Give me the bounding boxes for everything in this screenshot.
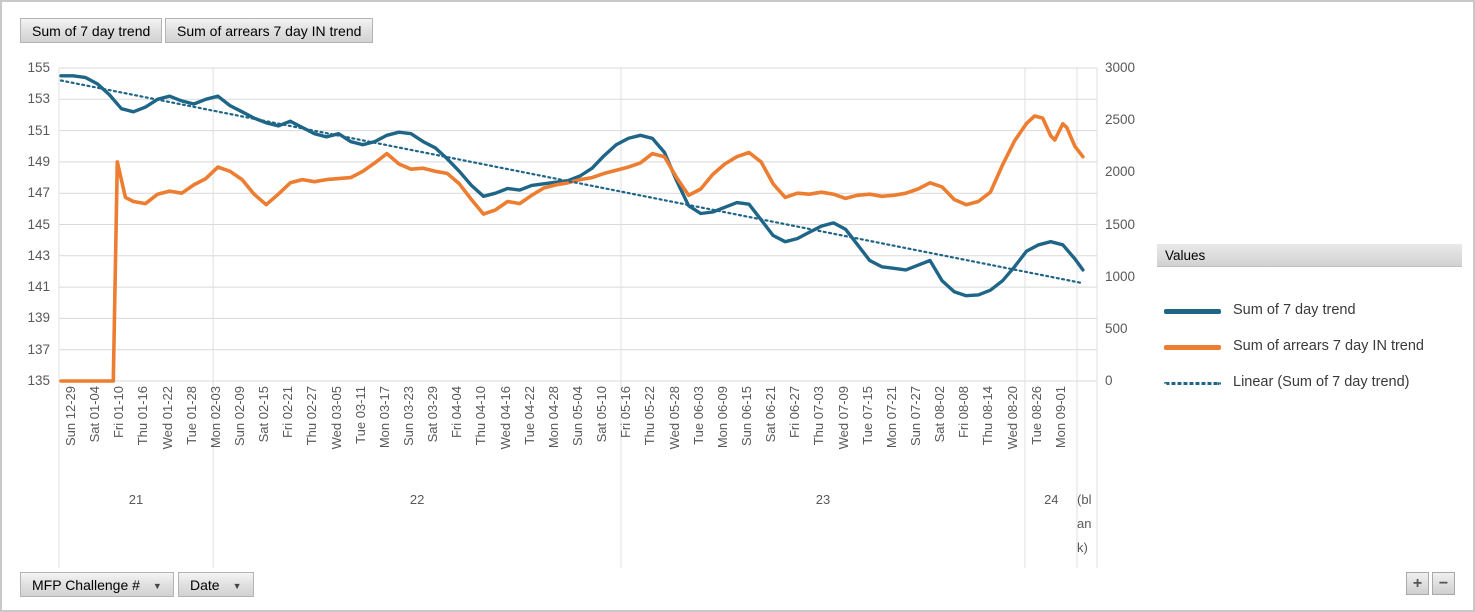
x-axis-date-label: Tue 04-22 (521, 386, 537, 445)
x-axis-date-label: Sun 03-23 (401, 386, 417, 446)
x-axis-date-label: Fri 06-27 (787, 386, 803, 439)
x-axis-group-label: 23 (815, 492, 831, 507)
field-dropdown-icon[interactable]: ▼ (152, 581, 162, 591)
x-axis-date-label: Mon 04-28 (545, 386, 561, 449)
value-field-button[interactable]: Sum of 7 day trend (20, 18, 163, 43)
x-axis-date-label: Fri 04-04 (449, 386, 465, 439)
x-axis-date-label: Thu 07-03 (811, 386, 827, 446)
legend-entry-label: Linear (Sum of 7 day trend) (1233, 374, 1410, 390)
right-axis-tick-label: 1500 (1105, 216, 1136, 232)
legend: Values Sum of 7 day trend Sum of arrears … (1157, 244, 1462, 390)
x-axis-date-label: Sat 08-02 (932, 386, 948, 443)
x-axis-date-label: Mon 02-03 (207, 386, 223, 449)
collapse-field-button[interactable]: − (1432, 572, 1455, 595)
x-axis-date-label: Sun 07-27 (907, 386, 923, 446)
series-trendline (59, 79, 1085, 285)
x-axis-date-label: Sat 01-04 (87, 386, 103, 443)
x-axis-date-label: Thu 01-16 (135, 386, 151, 446)
left-axis-tick-label: 143 (27, 247, 50, 263)
x-axis-group-label: 22 (409, 492, 425, 507)
left-axis-tick-label: 155 (27, 60, 50, 75)
x-axis-date-label: Mon 06-09 (714, 386, 730, 449)
field-dropdown-icon[interactable]: ▼ (232, 581, 242, 591)
left-axis-tick-label: 137 (27, 341, 50, 357)
series-blue-line (59, 74, 1085, 298)
left-axis-tick-label: 153 (27, 91, 50, 107)
left-axis-tick-label: 145 (27, 216, 50, 232)
x-axis-date-label: Thu 04-10 (473, 386, 489, 446)
x-axis-date-label: Sat 02-15 (256, 386, 272, 443)
value-field-button[interactable]: Sum of arrears 7 day IN trend (165, 18, 374, 43)
axis-field-button[interactable]: MFP Challenge # ▼ (20, 572, 174, 597)
x-axis-date-label: Mon 09-01 (1052, 386, 1068, 449)
legend-dotted-line-swatch (1164, 382, 1221, 385)
legend-line-swatch (1164, 345, 1221, 350)
right-axis-tick-label: 0 (1105, 373, 1113, 388)
x-axis-date-label: Tue 08-26 (1028, 386, 1044, 445)
x-axis-date-label: Thu 02-27 (304, 386, 320, 446)
right-axis-tick-label: 2000 (1105, 164, 1136, 180)
x-axis-date-label: Wed 01-22 (159, 386, 175, 450)
x-axis-group-label: 24 (1044, 492, 1059, 507)
x-axis-date-label: Fri 05-16 (618, 386, 634, 439)
legend-line-swatch (1164, 309, 1221, 314)
x-axis-date-label: Sun 12-29 (63, 386, 79, 446)
x-axis-date-label: Tue 07-15 (859, 386, 875, 445)
x-axis-date-label: Sat 05-10 (594, 386, 610, 443)
x-axis-date-label: Sat 03-29 (425, 386, 441, 443)
x-axis-date-label: Fri 08-08 (956, 386, 972, 439)
x-axis-date-label: Sun 05-04 (570, 386, 585, 446)
x-axis-date-label: Tue 01-28 (183, 386, 199, 445)
x-axis-date-label: Mon 03-17 (376, 386, 392, 449)
x-axis-date-label: Sun 06-15 (738, 386, 754, 446)
right-axis-tick-label: 2500 (1105, 112, 1136, 128)
x-axis-blank-label: (blank) (1077, 492, 1092, 555)
right-axis-tick-label: 1000 (1105, 268, 1136, 284)
legend-header: Values (1157, 244, 1462, 267)
left-axis-tick-label: 139 (27, 310, 50, 326)
x-axis-date-label: Sat 06-21 (763, 386, 779, 443)
right-axis-tick-label: 3000 (1105, 60, 1136, 75)
x-axis-date-label: Mon 07-21 (883, 386, 899, 449)
expand-field-button[interactable]: + (1406, 572, 1429, 595)
x-axis-date-label: Thu 05-22 (642, 386, 658, 446)
x-axis-date-label: Fri 01-10 (111, 386, 127, 439)
left-axis-tick-label: 151 (27, 122, 50, 138)
x-axis-date-label: Tue 03-11 (352, 386, 368, 444)
left-axis-tick-label: 135 (27, 373, 50, 388)
x-axis-group-label: 21 (128, 492, 144, 507)
x-axis-date-label: Wed 03-05 (328, 386, 344, 450)
x-axis-date-label: Thu 08-14 (980, 386, 996, 446)
x-axis-date-label: Wed 04-16 (497, 386, 513, 450)
legend-entry-label: Sum of arrears 7 day IN trend (1233, 338, 1424, 354)
right-axis-tick-label: 500 (1105, 320, 1128, 336)
x-axis-date-label: Fri 02-21 (280, 386, 296, 439)
x-axis-date-label: Tue 06-03 (690, 386, 706, 445)
x-axis-date-label: Wed 08-20 (1004, 386, 1020, 450)
left-axis-tick-label: 147 (27, 185, 50, 201)
series-orange-line (59, 114, 1085, 383)
left-axis-tick-label: 149 (27, 153, 50, 169)
x-axis-date-label: Wed 07-09 (835, 386, 851, 450)
x-axis-date-label: Sun 02-09 (232, 386, 248, 446)
left-axis-tick-label: 141 (27, 279, 50, 295)
legend-entry-label: Sum of 7 day trend (1233, 302, 1356, 318)
axis-field-button[interactable]: Date ▼ (178, 572, 254, 597)
x-axis-date-label: Wed 05-28 (666, 386, 682, 450)
